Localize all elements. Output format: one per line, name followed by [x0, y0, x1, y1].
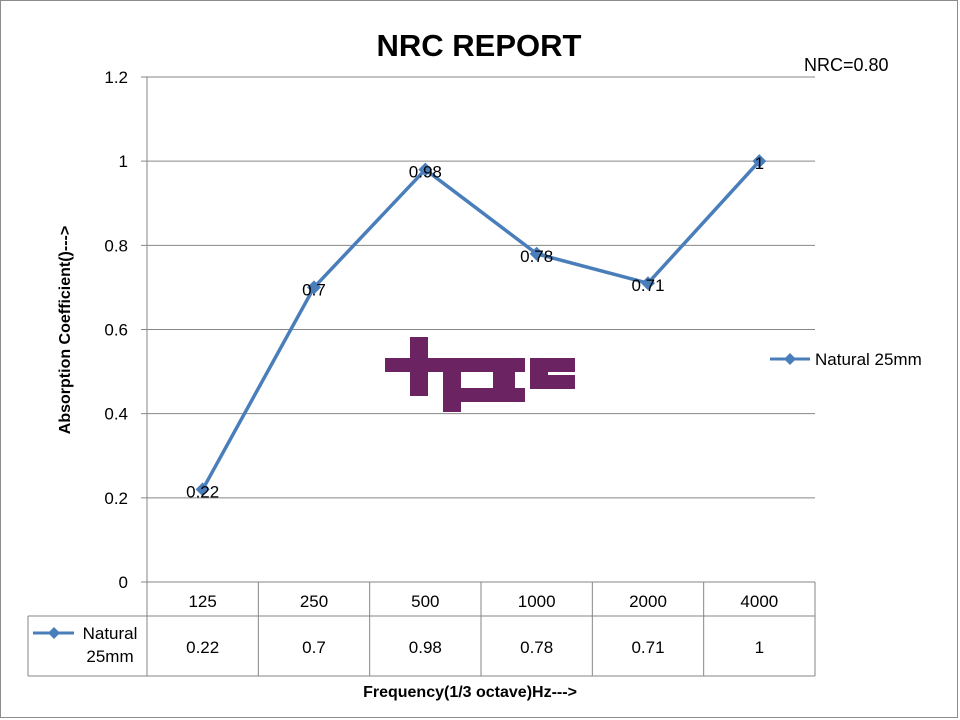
- chart-title: NRC REPORT: [377, 28, 582, 63]
- x-category-label: 250: [300, 592, 328, 611]
- x-category-label: 2000: [629, 592, 667, 611]
- data-label: 0.71: [631, 276, 664, 295]
- x-category-label: 4000: [740, 592, 778, 611]
- table-value-cell: 0.78: [520, 638, 553, 657]
- x-category-label: 125: [188, 592, 216, 611]
- x-category-label: 1000: [518, 592, 556, 611]
- data-point-marker: [307, 280, 321, 295]
- logo-shape: [443, 358, 461, 412]
- legend: Natural 25mm: [770, 350, 922, 369]
- y-tick-label: 0.6: [104, 321, 128, 340]
- data-label: 0.7: [302, 280, 326, 299]
- y-tick-label: 1.2: [104, 68, 128, 87]
- table-series-name: Natural: [83, 624, 138, 643]
- x-axis-title: Frequency(1/3 octave)Hz--->: [363, 684, 577, 701]
- y-tick-label: 1: [119, 152, 128, 171]
- data-label: 0.78: [520, 247, 553, 266]
- data-point-marker: [418, 162, 433, 177]
- data-point-marker: [529, 246, 544, 261]
- data-point-marker: [752, 154, 767, 169]
- tpc-logo: [385, 337, 575, 412]
- data-label: 0.98: [409, 163, 442, 182]
- data-label: 1: [755, 154, 764, 173]
- data-label: 0.22: [186, 482, 219, 501]
- legend-marker: [784, 353, 796, 365]
- table-value-cell: 0.98: [409, 638, 442, 657]
- table-series-name: 25mm: [86, 647, 133, 666]
- y-tick-label: 0.4: [104, 405, 128, 424]
- table-value-cell: 1: [755, 638, 764, 657]
- gridlines: 0 0.2 0.4 0.6 0.8 1 1.2: [104, 68, 815, 592]
- data-table: 125 250 500 1000 2000 4000 0.22 0.7 0.98 0.78 0.71…: [27, 581, 816, 677]
- table-value-cell: 0.71: [631, 638, 664, 657]
- y-axis-title: Absorption Coefficient()--->: [57, 226, 74, 434]
- y-tick-label: 0: [119, 573, 128, 592]
- data-labels: 0.22 0.7 0.98 0.78 0.71 1: [186, 154, 764, 501]
- logo-shape: [530, 375, 575, 389]
- data-point-marker: [195, 482, 210, 497]
- series-layer: [195, 154, 767, 497]
- table-value-cell: 0.22: [186, 638, 219, 657]
- y-tick-label: 0.2: [104, 489, 128, 508]
- series-line-natural-25mm: [201, 159, 761, 491]
- legend-label: Natural 25mm: [815, 350, 922, 369]
- data-point-marker: [641, 276, 655, 291]
- nrc-annotation: NRC=0.80: [804, 55, 889, 75]
- logo-shape: [443, 388, 525, 402]
- logo-shape: [493, 372, 515, 388]
- x-category-label: 500: [411, 592, 439, 611]
- table-value-cell: 0.7: [302, 638, 326, 657]
- y-tick-label: 0.8: [104, 236, 128, 255]
- table-series-key-marker: [48, 627, 60, 639]
